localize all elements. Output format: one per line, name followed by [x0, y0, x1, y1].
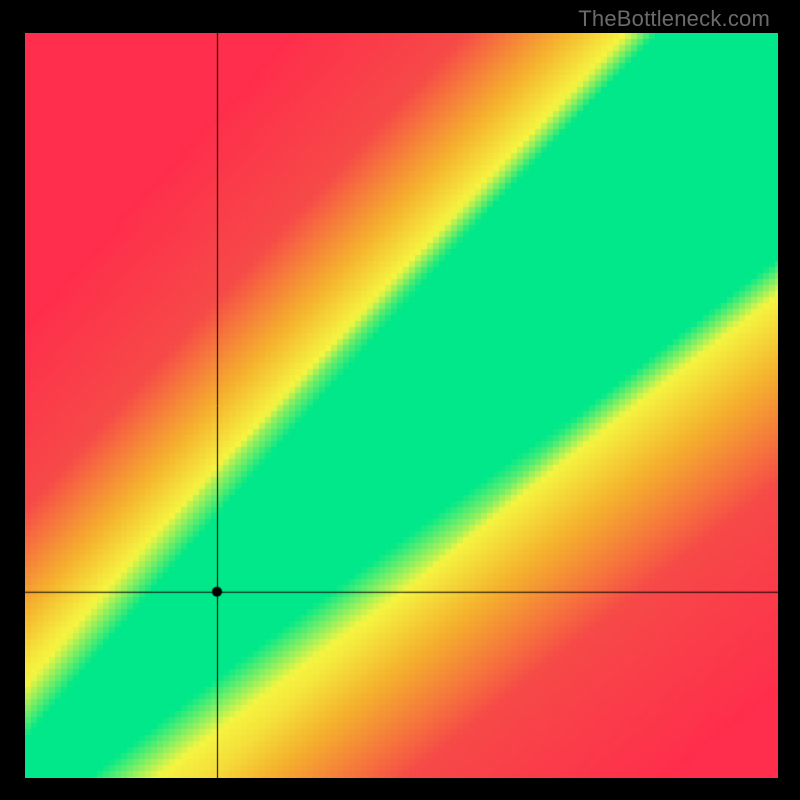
bottleneck-heatmap — [25, 33, 778, 778]
chart-frame: TheBottleneck.com — [0, 0, 800, 800]
watermark-text: TheBottleneck.com — [578, 6, 770, 32]
